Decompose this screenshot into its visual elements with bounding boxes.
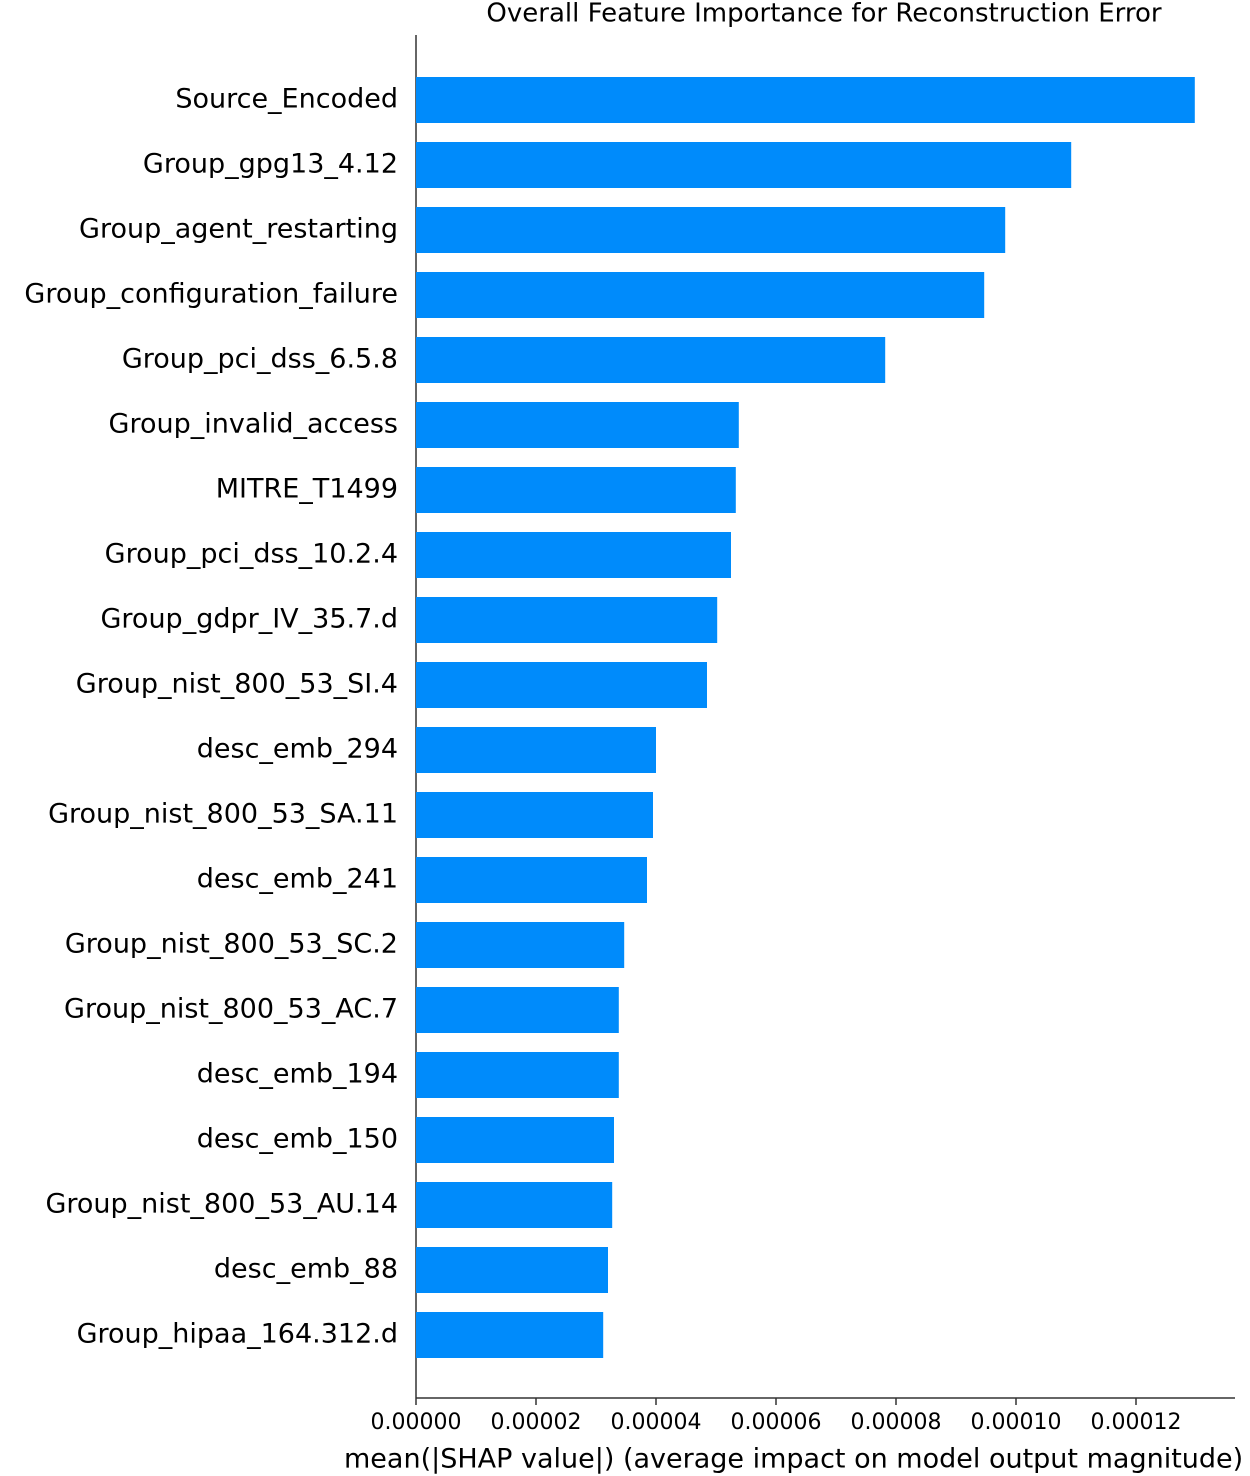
y-tick-label: Group_nist_800_53_SC.2 xyxy=(65,929,398,960)
bar xyxy=(416,402,739,448)
bar xyxy=(416,1312,604,1358)
y-tick-label: desc_emb_294 xyxy=(197,734,398,765)
x-tick-label: 0.00004 xyxy=(611,1410,702,1435)
bar xyxy=(416,987,619,1033)
bar xyxy=(416,272,985,318)
y-tick-label: Group_pci_dss_10.2.4 xyxy=(105,539,398,570)
x-tick-label: 0.00006 xyxy=(731,1410,822,1435)
bar xyxy=(416,532,731,578)
bar xyxy=(416,857,647,903)
bar xyxy=(416,207,1006,253)
bar xyxy=(416,727,656,773)
y-tick-label: desc_emb_88 xyxy=(214,1254,398,1285)
bar xyxy=(416,1052,619,1098)
y-tick-label: desc_emb_194 xyxy=(197,1059,398,1090)
bar xyxy=(416,467,736,513)
y-tick-label: desc_emb_241 xyxy=(197,864,398,895)
chart-title: Overall Feature Importance for Reconstru… xyxy=(486,0,1161,29)
bar xyxy=(416,1247,608,1293)
x-tick-label: 0.00000 xyxy=(371,1410,462,1435)
bar xyxy=(416,597,718,643)
x-axis-label: mean(|SHAP value|) (average impact on mo… xyxy=(344,1444,1243,1475)
y-tick-label: Group_gdpr_IV_35.7.d xyxy=(101,604,399,635)
bar xyxy=(416,1182,613,1228)
bar xyxy=(416,1117,614,1163)
y-tick-label: Group_nist_800_53_SI.4 xyxy=(76,669,398,700)
y-tick-label: MITRE_T1499 xyxy=(216,474,398,505)
y-tick-label: Group_pci_dss_6.5.8 xyxy=(122,344,398,375)
y-tick-label: Group_nist_800_53_AU.14 xyxy=(45,1189,398,1220)
y-tick-label: Group_hipaa_164.312.d xyxy=(77,1319,398,1350)
y-tick-label: Group_configuration_failure xyxy=(24,279,398,310)
bar xyxy=(416,337,886,383)
y-tick-label: Group_gpg13_4.12 xyxy=(143,149,398,180)
y-tick-label: desc_emb_150 xyxy=(197,1124,398,1155)
y-tick-label: Group_agent_restarting xyxy=(79,214,398,245)
bar xyxy=(416,77,1195,123)
y-tick-label: Group_invalid_access xyxy=(109,409,398,440)
bar xyxy=(416,142,1072,188)
y-tick-label: Source_Encoded xyxy=(175,84,398,115)
x-tick-label: 0.00008 xyxy=(851,1410,942,1435)
x-tick-label: 0.00002 xyxy=(491,1410,582,1435)
x-tick-label: 0.00012 xyxy=(1091,1410,1182,1435)
bar xyxy=(416,922,625,968)
bar xyxy=(416,662,707,708)
y-tick-label: Group_nist_800_53_SA.11 xyxy=(48,799,398,830)
y-tick-label: Group_nist_800_53_AC.7 xyxy=(64,994,398,1025)
x-tick-label: 0.00010 xyxy=(971,1410,1062,1435)
bar xyxy=(416,792,653,838)
